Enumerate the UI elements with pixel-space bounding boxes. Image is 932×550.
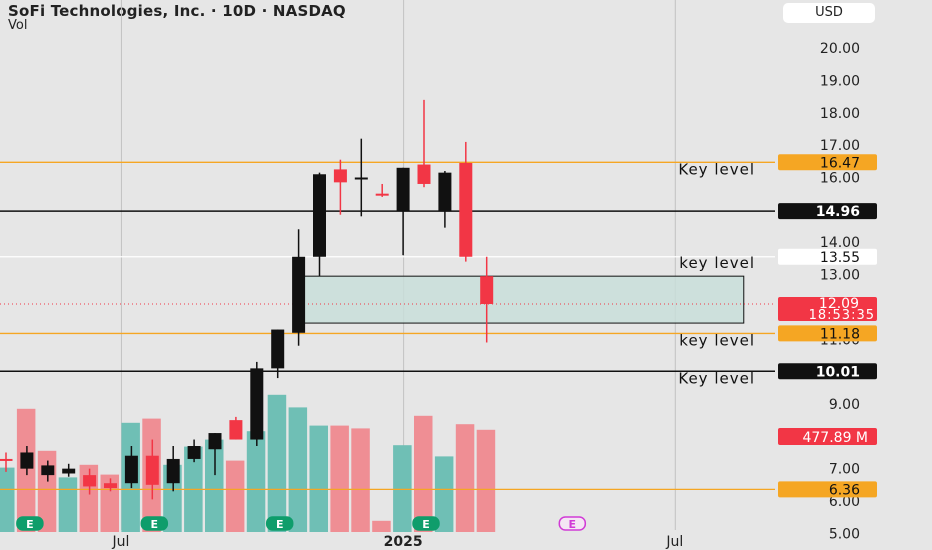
volume-bar: [267, 394, 287, 532]
volume-badge: [778, 428, 877, 445]
volume-bar: [309, 425, 328, 532]
key-level-annotation: key level: [679, 254, 755, 272]
price-level-badge-label: 16.47: [820, 155, 860, 171]
volume-bar: [351, 428, 370, 532]
volume-bar: [414, 415, 433, 532]
last-price-label: 12.09: [819, 296, 859, 312]
x-axis-tick-label: Jul: [665, 534, 683, 550]
candle-body[interactable]: [229, 420, 243, 440]
candle-body[interactable]: [438, 172, 452, 212]
volume-bar: [434, 456, 454, 532]
price-level-badge: [778, 248, 877, 265]
earnings-marker[interactable]: [558, 516, 587, 531]
volume-bar: [225, 460, 245, 532]
earnings-marker[interactable]: [265, 516, 294, 531]
earnings-marker[interactable]: [16, 516, 44, 531]
candle-body[interactable]: [41, 465, 55, 476]
candle-body[interactable]: [62, 468, 76, 474]
bar-countdown-label: 18:53:35: [809, 308, 875, 323]
x-axis-tick-label: 2025: [384, 534, 423, 550]
price-level-badge: [778, 154, 877, 171]
candle-body[interactable]: [104, 483, 117, 489]
candle-body[interactable]: [271, 329, 285, 369]
y-axis-tick-label: 20.00: [820, 41, 860, 57]
candle-body[interactable]: [396, 167, 410, 212]
earnings-marker[interactable]: [140, 516, 169, 531]
earnings-marker[interactable]: [412, 516, 440, 531]
volume-bar: [372, 520, 391, 532]
y-axis-tick-label: 7.00: [829, 462, 860, 478]
price-level-badge-label: 14.96: [816, 204, 860, 220]
volume-bar: [58, 477, 78, 532]
price-level-badge-label: 11.18: [820, 326, 860, 342]
volume-bar: [455, 424, 475, 532]
y-axis-tick-label: 13.00: [820, 268, 860, 284]
support-zone[interactable]: [296, 275, 745, 324]
x-axis-tick-label: Jul: [111, 534, 129, 550]
volume-bar: [476, 429, 496, 532]
earnings-marker-label: E: [26, 518, 34, 531]
y-axis-tick-label: 14.00: [820, 235, 860, 251]
candle-body[interactable]: [0, 458, 13, 461]
volume-bar: [205, 439, 224, 532]
candle-body[interactable]: [124, 455, 138, 484]
price-level-badge: [778, 203, 877, 220]
candle-body[interactable]: [166, 458, 180, 484]
y-axis-tick-label: 18.00: [820, 106, 860, 122]
price-level-badge-label: 13.55: [820, 250, 860, 266]
earnings-marker-label: E: [151, 518, 159, 531]
volume-bar: [393, 445, 412, 532]
candle-body[interactable]: [313, 174, 326, 257]
y-axis-tick-label: 16.00: [820, 171, 860, 187]
volume-bar: [288, 407, 308, 532]
chart-title: SoFi Technologies, Inc. · 10D · NASDAQ: [8, 2, 346, 20]
candle-body[interactable]: [480, 276, 494, 304]
key-level-annotation: Key level: [678, 160, 755, 178]
candle-body[interactable]: [250, 368, 264, 440]
y-axis-tick-label: 9.00: [829, 397, 860, 413]
key-level-annotation: key level: [679, 331, 755, 349]
candle-body[interactable]: [83, 475, 97, 487]
volume-indicator-label: Vol: [8, 18, 28, 33]
candle-body[interactable]: [187, 446, 201, 459]
candle-body[interactable]: [145, 455, 159, 485]
currency-button[interactable]: USD: [783, 3, 875, 23]
candle-body[interactable]: [417, 164, 431, 184]
candle-body[interactable]: [354, 177, 368, 180]
earnings-marker-label: E: [276, 518, 284, 531]
candle-body[interactable]: [208, 433, 222, 450]
key-level-annotation: Key level: [678, 369, 755, 387]
y-axis-tick-label: 19.00: [820, 73, 860, 89]
price-level-badge-label: 10.01: [816, 364, 860, 380]
price-level-badge: [778, 325, 877, 342]
y-axis-tick-label: 5.00: [829, 526, 860, 542]
price-level-badge: [778, 363, 877, 380]
candle-body[interactable]: [292, 256, 306, 333]
last-price-badge: [778, 296, 877, 321]
volume-bar: [330, 425, 349, 532]
volume-bar: [246, 431, 266, 532]
volume-badge-label: 477.89 M: [802, 430, 868, 446]
candle-body[interactable]: [375, 193, 389, 196]
y-axis-tick-label: 6.00: [829, 494, 860, 510]
earnings-marker-label: E: [422, 518, 430, 531]
candle-body[interactable]: [333, 169, 347, 183]
candle-body[interactable]: [459, 162, 473, 257]
candle-body[interactable]: [20, 452, 34, 469]
earnings-marker-label: E: [569, 518, 577, 531]
price-level-badge-label: 6.36: [829, 482, 860, 498]
y-axis-tick-label: 17.00: [820, 138, 860, 154]
price-level-badge: [778, 481, 877, 498]
volume-bar: [0, 467, 15, 532]
